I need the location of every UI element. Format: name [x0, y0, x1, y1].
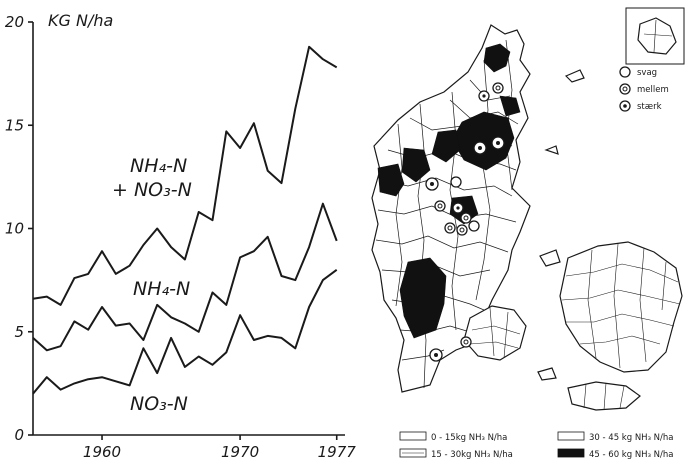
- legend-class-15-30: 15 - 30kg NH₃ N/ha: [399, 448, 513, 460]
- island-anholt: [544, 145, 559, 155]
- bornholm-outline: [637, 17, 677, 55]
- legend-swatch: [557, 431, 585, 441]
- series-line-2: [32, 268, 338, 395]
- open-circle-icon: [619, 66, 631, 78]
- y-tick-label: 5: [14, 323, 24, 341]
- station-marker: [450, 176, 462, 188]
- denmark-map: svag mellem stærk 0 - 15kg NH₃ N/ha: [371, 7, 685, 460]
- zealand-municipalities: [561, 243, 681, 369]
- legend-class-label: 15 - 30kg NH₃ N/ha: [431, 450, 513, 460]
- label-total-line2: + NO₃-N: [112, 179, 192, 201]
- class-legend: 0 - 15kg NH₃ N/ha 15 - 30kg NH₃ N/ha 30 …: [399, 431, 674, 460]
- legend-class-45-60: 45 - 60 kg NH₃ N/ha: [557, 448, 674, 460]
- station-marker: [425, 177, 439, 191]
- y-tick-label: 20: [5, 13, 24, 31]
- series-line-1: [32, 202, 338, 352]
- legend-svag-label: svag: [637, 68, 657, 78]
- station-marker: [468, 220, 480, 232]
- label-total-line1: NH₄-N: [130, 155, 187, 177]
- fyn-municipalities: [469, 307, 521, 359]
- series-line-0: [32, 45, 338, 306]
- station-marker: [473, 141, 487, 155]
- legend-class-label: 0 - 15kg NH₃ N/ha: [431, 433, 507, 443]
- line-chart: 0 5 10 15 20 1960 1970 1977 KG N/ha NH₄-N + NO…: [5, 11, 356, 461]
- ring-circle-inner: [622, 86, 628, 92]
- island-samso: [539, 249, 561, 267]
- legend-class-label: 30 - 45 kg NH₃ N/ha: [589, 433, 674, 443]
- lolland-outline: [567, 381, 641, 411]
- legend-staerk-label: stærk: [637, 102, 662, 112]
- dot-circle-inner: [623, 104, 627, 108]
- x-ticks: 1960 1970 1977: [83, 435, 356, 461]
- y-ticks: 0 5 10 15 20: [5, 13, 33, 444]
- y-tick-label: 0: [14, 426, 24, 444]
- y-tick-label: 10: [5, 220, 24, 238]
- station-marker: [460, 212, 472, 224]
- x-tick-label: 1960: [83, 443, 121, 461]
- symbol-legend: svag mellem stærk: [619, 66, 669, 112]
- legend-swatch: [399, 431, 427, 441]
- legend-swatch: [557, 448, 585, 458]
- bornholm-municipalities: [643, 19, 673, 53]
- label-no3: NO₃-N: [130, 393, 188, 415]
- station-markers: [425, 82, 505, 362]
- legend-mellem-label: mellem: [637, 85, 669, 95]
- ring-circle-icon: [619, 83, 631, 95]
- station-marker: [434, 200, 446, 212]
- station-marker: [492, 82, 504, 94]
- island-laeso: [564, 69, 585, 83]
- x-tick-label: 1977: [318, 443, 357, 461]
- high-deposition-regions: [377, 43, 521, 339]
- lolland-municipalities: [583, 382, 625, 411]
- y-tick-label: 15: [5, 116, 24, 134]
- legend-class-label: 45 - 60 kg NH₃ N/ha: [589, 450, 674, 460]
- station-marker: [456, 224, 468, 236]
- station-marker: [452, 202, 464, 214]
- zealand-outline: [559, 241, 683, 373]
- island-aero: [537, 367, 557, 381]
- legend-class-0-15: 0 - 15kg NH₃ N/ha: [399, 431, 507, 443]
- station-marker: [444, 222, 456, 234]
- legend-class-30-45: 30 - 45 kg NH₃ N/ha: [557, 431, 674, 443]
- y-axis-label: KG N/ha: [48, 11, 113, 30]
- series-layer: [32, 45, 338, 395]
- label-nh4: NH₄-N: [133, 278, 190, 300]
- x-tick-label: 1970: [221, 443, 259, 461]
- station-marker: [429, 348, 443, 362]
- station-marker: [491, 136, 505, 150]
- station-marker: [478, 90, 490, 102]
- legend-mellem: mellem: [619, 83, 669, 95]
- station-marker: [460, 336, 472, 348]
- legend-svag: svag: [619, 66, 657, 78]
- legend-staerk: stærk: [619, 100, 662, 112]
